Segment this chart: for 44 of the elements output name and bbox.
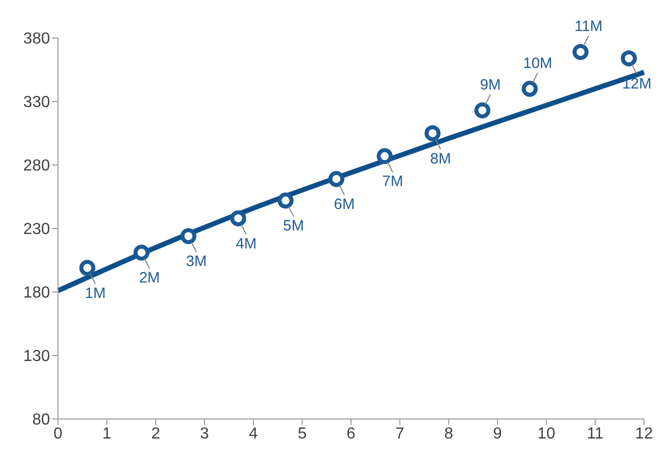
x-tick-label: 12 [635, 425, 653, 442]
x-tick-label: 11 [586, 425, 604, 442]
y-tick-label: 80 [32, 412, 50, 429]
x-tick-label: 7 [395, 425, 404, 442]
y-tick-label: 380 [23, 30, 50, 48]
annotation: 11M [574, 18, 603, 35]
x-tick-label: 1 [102, 425, 112, 442]
annotation: 3M [186, 253, 207, 270]
annotation: 2M [139, 270, 160, 287]
x-tick-label: 6 [346, 425, 356, 442]
point [79, 260, 96, 276]
annotation: 7M [382, 173, 404, 190]
x-tick-label: 4 [248, 425, 258, 442]
annotation: 10M [523, 54, 552, 72]
point [620, 50, 637, 66]
point [376, 148, 393, 164]
annotation: 9M [480, 76, 501, 94]
point [328, 170, 344, 187]
x-tick-label: 2 [151, 425, 160, 442]
point [424, 125, 441, 142]
point [180, 228, 196, 244]
y-tick-label: 330 [23, 94, 50, 112]
y-tick-label: 180 [23, 284, 50, 302]
annotation: 6M [334, 196, 355, 213]
point [572, 44, 589, 60]
x-tick-label: 0 [54, 425, 63, 442]
point [230, 210, 246, 226]
point [522, 80, 538, 97]
x-tick-label: 8 [444, 425, 454, 442]
point [134, 244, 150, 261]
annotation: 5M [283, 218, 304, 235]
y-tick-label: 230 [23, 221, 50, 238]
point [474, 102, 490, 118]
x-tick-label: 3 [200, 425, 210, 442]
annotation: 8M [430, 150, 451, 168]
x-tick-label: 10 [537, 425, 556, 442]
x-tick-label: 5 [298, 425, 307, 442]
annotation: 1M [84, 284, 106, 302]
y-tick-label: 130 [23, 348, 50, 366]
y-tick-label: 280 [23, 158, 50, 175]
annotation: 12M [622, 75, 652, 92]
x-tick-label: 9 [493, 425, 502, 442]
point [278, 192, 294, 209]
annotation: 4M [236, 235, 257, 252]
